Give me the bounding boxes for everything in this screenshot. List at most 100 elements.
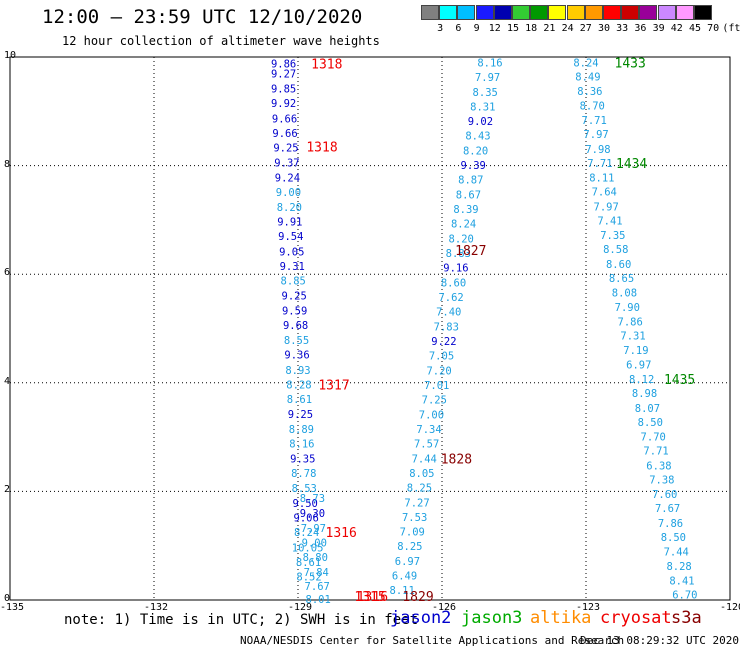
wave-height-value: 7.31 [620,331,645,343]
wave-height-value: 9.25 [273,143,298,155]
source-credit: NOAA/NESDIS Center for Satellite Applica… [240,634,625,647]
latitude-tick-label: 4 [4,375,11,387]
pass-time-label: 1434 [616,157,647,172]
wave-height-value: 7.44 [664,547,689,559]
wave-height-value: 8.08 [612,288,637,300]
wave-height-value: 8.60 [606,259,631,271]
wave-height-value: 9.50 [293,498,318,510]
wave-height-value: 8.70 [580,100,605,112]
wave-height-value: 7.35 [600,230,625,242]
pass-time-labels: 1318131813171316131613151433143414351827… [306,56,695,605]
wave-height-value: 9.35 [290,453,315,465]
colorbar-label: 15 [506,23,520,34]
wave-height-value: 7.71 [587,158,612,170]
colorbar-swatch [584,5,603,20]
colorbar-swatch [439,5,458,20]
wave-height-value: 9.91 [277,217,302,229]
wave-height-value: 9.66 [272,113,297,125]
pass-time-label: 1827 [455,244,486,259]
wave-height-value: 7.57 [414,439,439,451]
wave-height-value: 8.07 [635,403,660,415]
map-subtitle: 12 hour collection of altimeter wave hei… [62,34,380,48]
wave-height-value: 8.93 [285,365,310,377]
wave-height-value: 8.98 [632,388,657,400]
wave-height-value: 8.16 [289,439,314,451]
wave-height-value: 8.24 [451,219,476,231]
wave-height-value: 7.70 [641,432,666,444]
wave-height-value: 7.53 [402,512,427,524]
colorbar-swatch [512,5,530,20]
wave-height-value: 7.84 [304,567,329,579]
wave-height-value: 8.87 [458,175,483,187]
wave-height-value: 8.25 [407,483,432,495]
colorbar-swatch [603,5,621,20]
wave-height-value: 7.83 [434,321,459,333]
colorbar-label: 12 [488,23,501,34]
wave-height-value: 6.97 [395,556,420,568]
wave-height-value: 8.61 [296,557,321,569]
wave-height-value: 8.36 [577,86,602,98]
wave-height-value: 9.92 [271,98,296,110]
latitude-tick-label: 2 [4,484,11,496]
wave-height-value: 8.67 [456,189,481,201]
generated-timestamp: Dec 13 08:29:32 UTC 2020 [580,634,739,647]
wave-height-value: 7.44 [412,453,437,465]
wave-height-value: 9.16 [443,263,468,275]
wave-height-value: 9.27 [271,68,296,80]
colorbar-label: 45 [688,23,702,34]
legend-jason2: jason2 [390,608,452,628]
wave-height-value: 8.53 [292,483,317,495]
wave-height-value: 9.39 [461,160,486,172]
wave-height-value: 8.50 [661,532,686,544]
wave-height-value: 8.20 [463,145,488,157]
colorbar-swatch [694,5,712,20]
colorbar-swatch [475,5,494,20]
legend-jason3: jason3 [461,608,523,628]
wave-height-value: 7.25 [422,395,447,407]
colorbar-swatch [457,5,476,20]
colorbar-label: 42 [670,23,683,34]
colorbar-label: 6 [455,23,462,34]
colorbar-swatch [421,5,439,20]
colorbar-label: 3 [437,23,444,34]
wave-height-value: 8.28 [286,379,311,391]
pass-time-label: 1316 [357,590,388,605]
wave-height-value: 8.28 [666,561,691,573]
wave-height-value: 7.41 [597,215,622,227]
latitude-tick-label: 8 [4,158,11,170]
wave-height-value: 9.54 [278,231,303,243]
wave-height-value: 8.50 [638,417,663,429]
colorbar-swatch [675,5,694,20]
wave-height-value: 6.97 [626,359,651,371]
wave-height-value: 7.01 [424,380,449,392]
wave-height-value: 8.11 [390,585,415,597]
wave-height-value: 8.73 [300,493,325,505]
wave-height-value: 7.09 [400,527,425,539]
wave-height-value: 9.25 [288,409,313,421]
wave-height-value: 9.36 [284,350,309,362]
wave-height-value: 8.01 [306,594,331,606]
colorbar-label: 27 [579,23,592,34]
wave-height-value: 8.55 [284,335,309,347]
latitude-tick-label: 6 [4,267,11,279]
wave-height-value: 7.67 [655,503,680,515]
wave-height-value: 7.97 [594,201,619,213]
colorbar-unit: (ft) [722,23,740,34]
wave-height-value: 7.00 [419,409,444,421]
wave-height-value: 9.22 [431,336,456,348]
wave-height-value: 7.64 [592,187,617,199]
wave-height-value: 8.52 [296,572,321,584]
wave-height-value: 9.25 [282,290,307,302]
wave-height-value: 7.05 [429,351,454,363]
map-grid [9,56,731,601]
legend-s3a: s3a [671,608,702,628]
wave-height-value: 9.05 [279,246,304,258]
colorbar-swatch [657,5,676,20]
wave-height-value: 7.71 [582,115,607,127]
pass-time-label: 1318 [311,58,342,73]
wave-height-value: 8.20 [449,233,474,245]
wave-height-value: 7.90 [615,302,640,314]
colorbar-label: 9 [473,23,480,34]
